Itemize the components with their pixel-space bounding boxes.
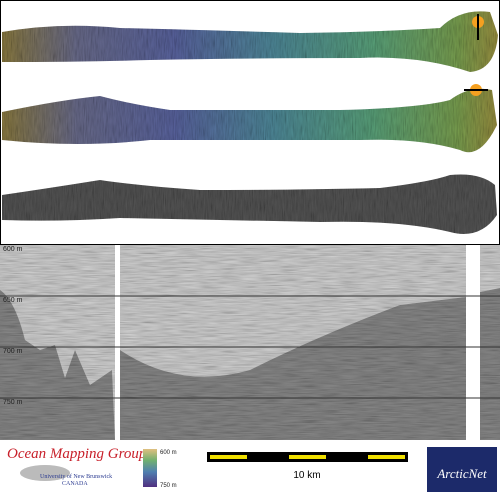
colorbar-bottom: 750 m: [160, 483, 177, 489]
scale-segment: [210, 455, 247, 459]
colorbar-top: 600 m: [160, 450, 177, 456]
partner-name: ArcticNet: [436, 466, 487, 481]
seafloor: [120, 297, 466, 440]
backscatter-strip: [2, 174, 497, 234]
depth-label: 700 m: [3, 348, 23, 355]
gap: [115, 245, 120, 440]
logo-country: CANADA: [62, 481, 88, 487]
scale-label: 10 km: [293, 470, 320, 481]
seafloor: [480, 288, 500, 440]
depth-label: 600 m: [3, 246, 23, 253]
logo-graphic: [20, 465, 70, 481]
swath-strip: [2, 88, 497, 153]
scale-segment: [368, 455, 405, 459]
colorbar: [143, 449, 157, 487]
footer: [0, 440, 500, 495]
depth-label: 650 m: [3, 297, 23, 304]
swath-strip: [2, 11, 498, 72]
logo-university: University of New Brunswick: [40, 473, 112, 480]
gap: [466, 245, 480, 440]
seafloor: [0, 290, 115, 440]
depth-label: 750 m: [3, 399, 23, 406]
scale-segment: [289, 455, 326, 459]
logo-title: Ocean Mapping Group: [7, 446, 147, 462]
partner-logo: [427, 447, 497, 492]
